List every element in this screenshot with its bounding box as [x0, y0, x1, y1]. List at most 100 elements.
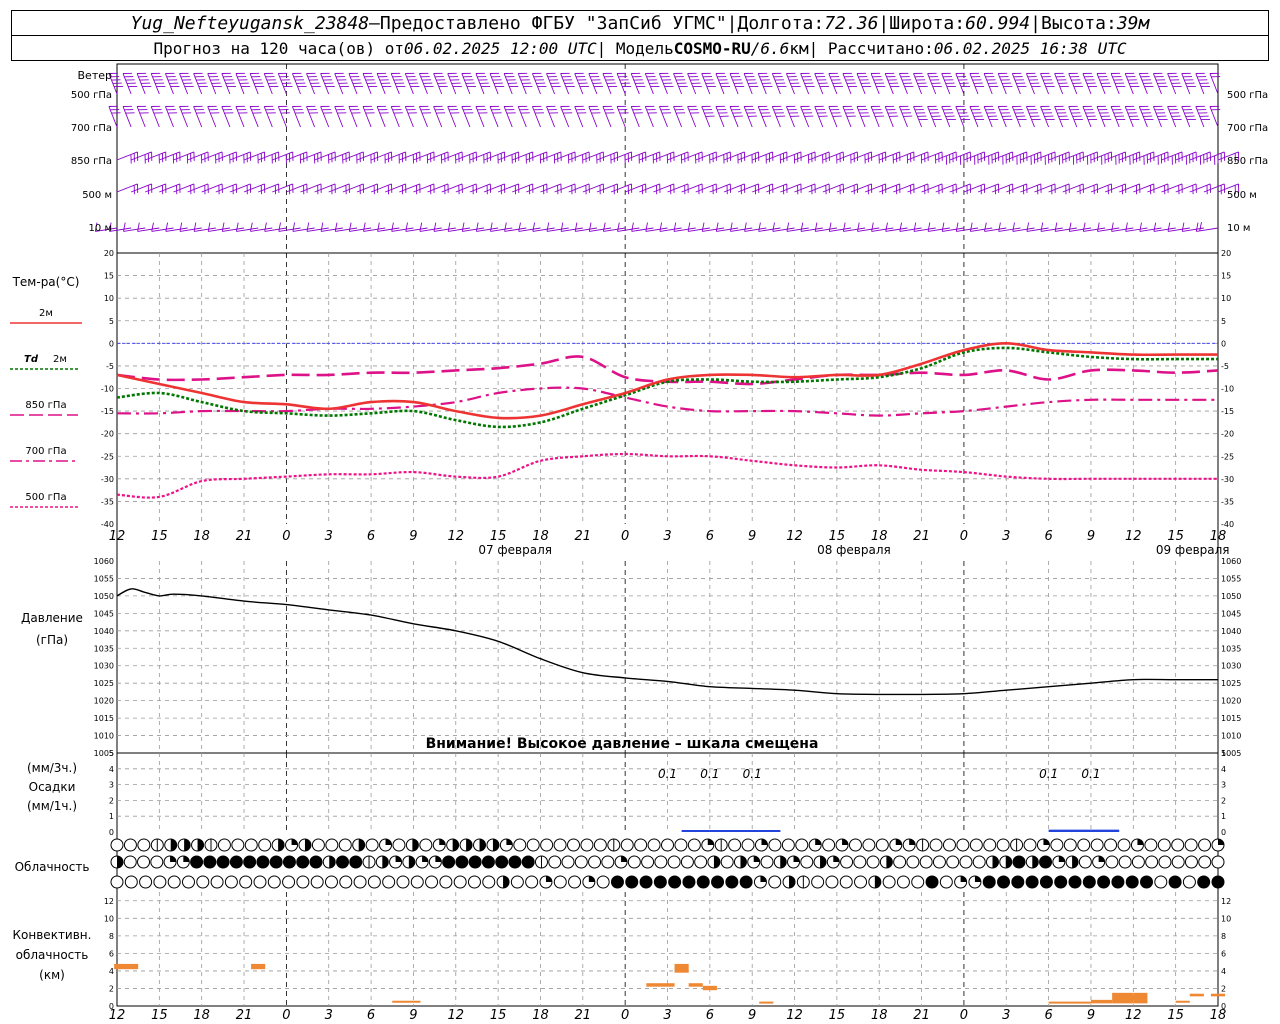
cloud-circle: [997, 875, 1011, 889]
wind-level-10m: 10 м: [89, 223, 112, 234]
cloud-symbol: [916, 838, 930, 852]
hour-tick-label-bottom: 12: [1125, 1008, 1142, 1023]
cloud-circle: [996, 838, 1010, 852]
wind-barb: [752, 151, 774, 164]
cloud-circle: [862, 838, 876, 852]
cloud-symbol: [139, 875, 153, 889]
cloud-symbol: [946, 855, 960, 869]
cloud-symbol: [627, 855, 641, 869]
cloud-symbol: [389, 855, 403, 869]
wind-barb: [173, 151, 195, 164]
wind-barb: [935, 183, 957, 195]
hour-tick-label: 0: [621, 529, 629, 544]
cloud-circle: [893, 855, 907, 869]
wind-barb: [969, 72, 985, 95]
temp-tick-left: -40: [101, 520, 114, 529]
wind-barb: [390, 105, 403, 128]
wind-barb: [631, 222, 654, 232]
cloud-symbol: [1144, 838, 1158, 852]
cloud-circle: [1117, 838, 1131, 852]
wind-barb: [715, 72, 731, 95]
wind-barb: [475, 72, 491, 95]
cloud-symbol: [296, 875, 310, 889]
cloud-circle: [1090, 838, 1104, 852]
cloud-symbol: [813, 855, 827, 869]
cloud-mark: [820, 856, 827, 868]
wind-barb: [1054, 222, 1077, 232]
cloud-mark: [452, 839, 459, 851]
cloud-circle: [367, 875, 381, 889]
wind-barb: [977, 183, 1000, 195]
forecast-start: 06.02.2025 12:00 UTC: [403, 38, 597, 58]
wind-barb: [1034, 183, 1056, 195]
wind-barb: [512, 183, 534, 195]
wind-barb: [277, 72, 293, 95]
wind-barb: [1006, 151, 1028, 165]
wind-level-700hpa-right: 700 гПа: [1227, 123, 1268, 134]
wind-barb: [921, 183, 943, 195]
cloud-symbol: [1154, 875, 1168, 889]
cloud-circle: [1154, 875, 1168, 889]
hour-tick-label: 0: [282, 529, 290, 544]
wind-barb: [808, 151, 830, 164]
wind-barb: [864, 183, 887, 195]
cloud-symbol: [375, 855, 389, 869]
wind-barb: [822, 151, 844, 164]
cloud-symbol: [296, 855, 310, 869]
temp-tick-left: 0: [109, 339, 114, 348]
cloud-symbol: [972, 855, 986, 869]
cloud-circle: [959, 855, 973, 869]
wind-barb: [159, 183, 181, 195]
wind-barb: [277, 105, 290, 128]
wind-barb: [258, 151, 280, 164]
cloud-mark: [842, 839, 849, 845]
cloud-circle: [336, 855, 350, 869]
cloud-circle: [258, 838, 272, 852]
wind-barb: [391, 222, 414, 232]
temp-tick-right: -10: [1221, 385, 1234, 394]
header-line-2: Прогноз на 120 часа(ов) от 06.02.2025 12…: [11, 35, 1269, 61]
cloud-symbol: [996, 838, 1010, 852]
pressure-tick-right: 1005: [1221, 749, 1241, 758]
cloud-symbol: [1157, 838, 1171, 852]
cloud-circle: [153, 875, 167, 889]
convective-label-2: облачность: [16, 948, 89, 962]
cloud-symbol: [1025, 875, 1039, 889]
cloud-circle: [1125, 875, 1139, 889]
wind-barb: [1175, 151, 1197, 165]
cloud-symbol: [911, 875, 925, 889]
cloud-symbol: [499, 838, 513, 852]
temp-tick-right: 20: [1221, 249, 1231, 258]
cloud-symbol: [795, 838, 809, 852]
wind-barb: [907, 183, 929, 195]
wind-barb: [772, 222, 795, 232]
cloud-circle: [925, 875, 939, 889]
cloud-circle: [137, 855, 151, 869]
wind-barb: [879, 183, 901, 195]
cloud-circle: [982, 875, 996, 889]
pressure-tick-right: 1010: [1221, 732, 1241, 741]
wind-barb: [221, 72, 237, 95]
cloud-circle: [425, 875, 439, 889]
wind-barb: [306, 72, 321, 95]
altitude-value: 39м: [1116, 12, 1150, 34]
hour-tick-label: 0: [960, 529, 968, 544]
cloud-mark: [1005, 856, 1012, 868]
wind-barb: [1012, 222, 1035, 232]
cloud-symbol: [1011, 875, 1025, 889]
cloud-symbol: [267, 875, 281, 889]
cloud-symbol: [513, 838, 527, 852]
wind-barb: [730, 222, 753, 232]
wind-barb: [893, 151, 915, 164]
cloud-circle: [510, 875, 524, 889]
temp-tick-left: -10: [101, 385, 114, 394]
cloud-symbol: [1158, 855, 1172, 869]
wind-barb: [235, 72, 251, 95]
cloud-mark: [197, 839, 204, 851]
wind-barb: [588, 222, 612, 232]
dewpoint-2m-line: [116, 346, 1218, 429]
hour-tick-label: 3: [663, 529, 671, 544]
cloud-circle: [123, 838, 137, 852]
cloud-symbol: [442, 855, 456, 869]
wind-barb: [179, 222, 202, 232]
